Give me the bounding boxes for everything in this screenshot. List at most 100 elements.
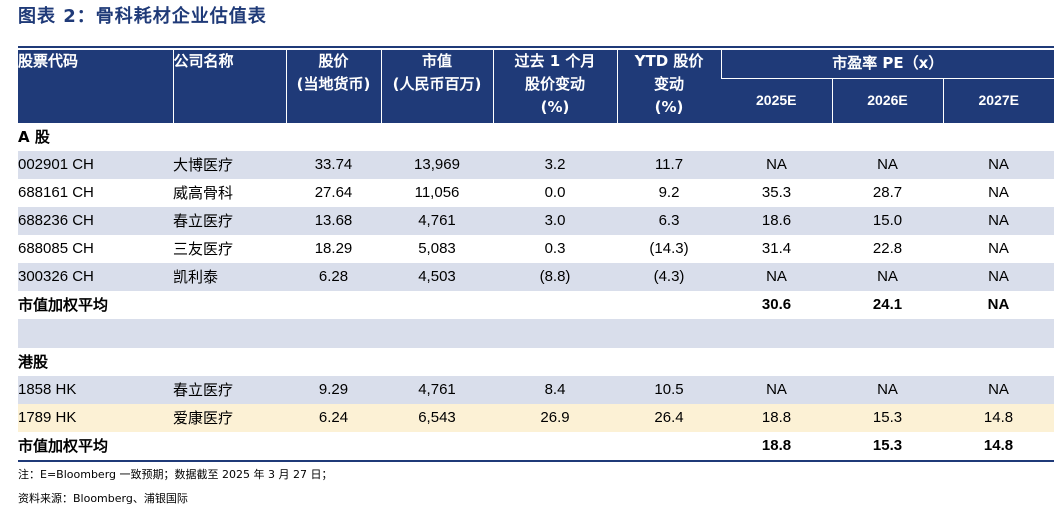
- cell-mktcap: 6,543: [381, 404, 493, 432]
- cell-price: 27.64: [286, 179, 381, 207]
- cell-pe2027: NA: [943, 376, 1055, 404]
- header-ytd-line1: YTD 股价: [634, 52, 704, 70]
- cell-pe2025: 18.8: [721, 404, 832, 432]
- avg-pe2027: NA: [943, 291, 1055, 319]
- cell-change1m: 0.3: [493, 235, 617, 263]
- cell-name: 大博医疗: [173, 151, 286, 179]
- header-ytd-change: YTD 股价 变动 (%): [616, 50, 721, 123]
- average-label: 市值加权平均: [18, 432, 721, 462]
- section-a-share: A 股: [18, 123, 1055, 151]
- cell-mktcap: 13,969: [381, 151, 493, 179]
- cell-price: 13.68: [286, 207, 381, 235]
- cell-mktcap: 4,503: [381, 263, 493, 291]
- cell-change1m: 8.4: [493, 376, 617, 404]
- cell-pe2025: NA: [721, 151, 832, 179]
- cell-pe2025: NA: [721, 263, 832, 291]
- cell-change1m: 3.0: [493, 207, 617, 235]
- cell-name: 威高骨科: [173, 179, 286, 207]
- page-title: 图表 2：骨科耗材企业估值表: [18, 6, 267, 27]
- cell-pe2027: NA: [943, 263, 1055, 291]
- header-1m-line1: 过去 1 个月: [514, 52, 596, 70]
- cell-pe2027: NA: [943, 207, 1055, 235]
- cell-pe2027: NA: [943, 235, 1055, 263]
- cell-ytd: 9.2: [617, 179, 721, 207]
- cell-name: 春立医疗: [173, 376, 286, 404]
- cell-name: 三友医疗: [173, 235, 286, 263]
- section-hk-share: 港股: [18, 348, 1055, 376]
- cell-change1m: (8.8): [493, 263, 617, 291]
- header-price-line2: (当地货币): [296, 75, 371, 93]
- header-mktcap-line1: 市值: [421, 52, 452, 70]
- cell-pe2026: 15.3: [832, 404, 943, 432]
- header-1m-change: 过去 1 个月 股价变动 (%): [492, 50, 617, 123]
- cell-change1m: 26.9: [493, 404, 617, 432]
- cell-price: 6.24: [286, 404, 381, 432]
- cell-pe2027: NA: [943, 179, 1055, 207]
- header-pe-2025e: 2025E: [721, 78, 832, 123]
- section-label: 港股: [18, 348, 1055, 376]
- spacer-row: [18, 319, 1055, 348]
- header-market-cap: 市值 (人民币百万): [380, 50, 493, 123]
- header-pe-group: 市盈率 PE（x）: [720, 50, 1055, 79]
- cell-ytd: (14.3): [617, 235, 721, 263]
- weighted-average-row: 市值加权平均 30.6 24.1 NA: [18, 291, 1055, 319]
- cell-pe2025: 31.4: [721, 235, 832, 263]
- header-pe-2027e: 2027E: [942, 78, 1055, 123]
- cell-pe2025: NA: [721, 376, 832, 404]
- footnote: 注：E=Bloomberg 一致预期；数据截至 2025 年 3 月 27 日；: [18, 468, 333, 481]
- cell-pe2025: 35.3: [721, 179, 832, 207]
- cell-pe2027: NA: [943, 151, 1055, 179]
- header-ytd-line2: 变动: [653, 75, 684, 93]
- cell-code: 688085 CH: [18, 235, 173, 263]
- cell-price: 6.28: [286, 263, 381, 291]
- cell-mktcap: 4,761: [381, 376, 493, 404]
- header-stock-code: 股票代码: [18, 50, 173, 123]
- cell-ytd: 10.5: [617, 376, 721, 404]
- header-price: 股价 (当地货币): [285, 50, 381, 123]
- cell-price: 9.29: [286, 376, 381, 404]
- cell-pe2026: 22.8: [832, 235, 943, 263]
- table-row: 688236 CH 春立医疗 13.68 4,761 3.0 6.3 18.6 …: [18, 207, 1055, 235]
- table-row: 688085 CH 三友医疗 18.29 5,083 0.3 (14.3) 31…: [18, 235, 1055, 263]
- cell-code: 002901 CH: [18, 151, 173, 179]
- cell-name: 爱康医疗: [173, 404, 286, 432]
- cell-change1m: 0.0: [493, 179, 617, 207]
- cell-code: 1789 HK: [18, 404, 173, 432]
- table-row: 300326 CH 凯利泰 6.28 4,503 (8.8) (4.3) NA …: [18, 263, 1055, 291]
- table-row-highlighted: 1789 HK 爱康医疗 6.24 6,543 26.9 26.4 18.8 1…: [18, 404, 1055, 432]
- cell-mktcap: 4,761: [381, 207, 493, 235]
- cell-price: 33.74: [286, 151, 381, 179]
- header-pe-2026e: 2026E: [831, 78, 943, 123]
- table-row: 002901 CH 大博医疗 33.74 13,969 3.2 11.7 NA …: [18, 151, 1055, 179]
- source-note: 资料来源：Bloomberg、浦银国际: [18, 492, 188, 505]
- header-1m-line3: (%): [540, 98, 570, 116]
- avg-pe2025: 18.8: [721, 432, 832, 462]
- header-price-line1: 股价: [318, 52, 349, 70]
- avg-pe2027: 14.8: [943, 432, 1055, 462]
- header-1m-line2: 股价变动: [524, 75, 585, 93]
- section-label: A 股: [18, 123, 1055, 151]
- avg-pe2025: 30.6: [721, 291, 832, 319]
- weighted-average-row: 市值加权平均 18.8 15.3 14.8: [18, 432, 1055, 462]
- avg-pe2026: 15.3: [832, 432, 943, 462]
- cell-pe2026: NA: [832, 263, 943, 291]
- cell-pe2027: 14.8: [943, 404, 1055, 432]
- header-mktcap-line2: (人民币百万): [392, 75, 482, 93]
- cell-mktcap: 11,056: [381, 179, 493, 207]
- cell-ytd: 11.7: [617, 151, 721, 179]
- cell-pe2026: NA: [832, 151, 943, 179]
- cell-code: 1858 HK: [18, 376, 173, 404]
- valuation-table: 股票代码 公司名称 股价 (当地货币) 市值 (人民币百万) 过去 1 个月 股…: [18, 50, 1055, 462]
- cell-pe2026: 15.0: [832, 207, 943, 235]
- cell-ytd: (4.3): [617, 263, 721, 291]
- cell-code: 688236 CH: [18, 207, 173, 235]
- table-row: 1858 HK 春立医疗 9.29 4,761 8.4 10.5 NA NA N…: [18, 376, 1055, 404]
- cell-pe2026: 28.7: [832, 179, 943, 207]
- cell-ytd: 6.3: [617, 207, 721, 235]
- avg-pe2026: 24.1: [832, 291, 943, 319]
- header-company-name: 公司名称: [172, 50, 286, 123]
- cell-name: 凯利泰: [173, 263, 286, 291]
- table-row: 688161 CH 威高骨科 27.64 11,056 0.0 9.2 35.3…: [18, 179, 1055, 207]
- cell-pe2026: NA: [832, 376, 943, 404]
- cell-price: 18.29: [286, 235, 381, 263]
